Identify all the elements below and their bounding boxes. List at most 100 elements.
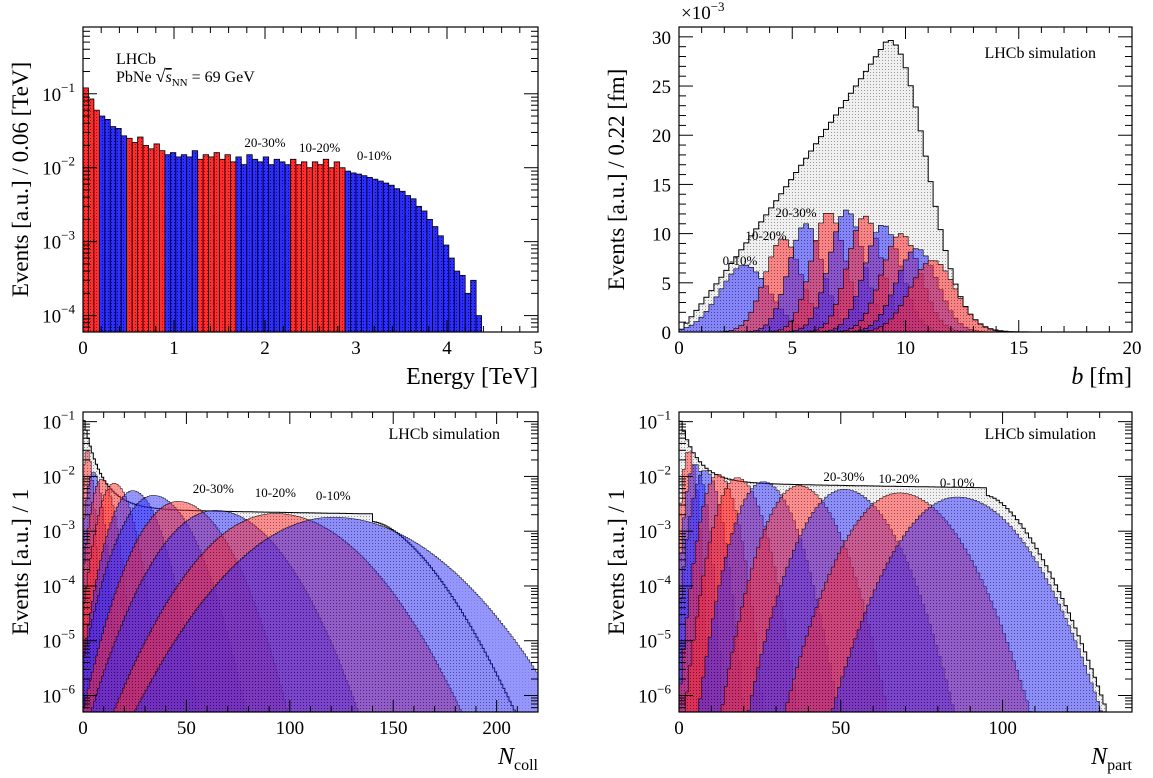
experiment-label: LHCb (116, 51, 156, 68)
y-tick-label: 10−1 (42, 408, 75, 434)
centrality-label: 10-20% (255, 485, 296, 500)
x-tick-label: 4 (442, 338, 452, 359)
energy-bar (300, 161, 308, 332)
x-tick-label: 50 (177, 718, 196, 739)
energy-bar (186, 156, 193, 332)
simulation-label: LHCb simulation (984, 45, 1096, 62)
energy-bar (453, 270, 461, 332)
npart-histograms (679, 420, 1132, 712)
energy-bar (257, 161, 264, 332)
energy-bar (98, 115, 106, 332)
energy-bar (470, 279, 477, 332)
energy-bar (148, 148, 155, 332)
energy-bar (432, 226, 439, 332)
energy-bar (437, 235, 444, 332)
x-tick-label: 100 (988, 718, 1017, 739)
energy-bar (399, 190, 406, 332)
x-tick-label: 0 (78, 338, 88, 359)
energy-bar (442, 244, 450, 332)
y-tick-label: 10−5 (638, 627, 671, 653)
energy-bar (464, 292, 472, 332)
ncoll-histograms (83, 420, 538, 712)
energy-bars (83, 87, 482, 332)
energy-bar (371, 178, 379, 332)
energy-bar (219, 158, 226, 332)
y-tick-label: 25 (652, 77, 671, 98)
energy-bar (355, 173, 362, 332)
centrality-label: 0-10% (357, 148, 392, 163)
y-tick-label: 10−2 (42, 462, 75, 488)
energy-bar (311, 161, 319, 332)
x-tick-label: 20 (1123, 338, 1142, 359)
energy-bar (415, 205, 422, 332)
energy-bar (426, 218, 433, 332)
energy-bar (361, 175, 368, 332)
energy-bar (279, 161, 286, 332)
centrality-label: 20-30% (193, 481, 234, 496)
energy-bar (175, 156, 182, 332)
energy-bar (388, 184, 395, 332)
energy-bar (262, 156, 270, 332)
y-tick-label: 10−1 (638, 408, 671, 434)
energy-bar (273, 158, 280, 332)
x-tick-label: 0 (78, 718, 88, 739)
energy-bar (142, 145, 149, 332)
energy-bar (224, 154, 231, 332)
energy-bar (344, 170, 351, 332)
energy-bar (126, 137, 133, 332)
energy-bar (459, 274, 466, 332)
y-tick-label: 10−4 (42, 302, 75, 328)
centrality-label: 0-10% (940, 475, 975, 490)
energy-bar (290, 158, 297, 332)
energy-bar (306, 167, 313, 332)
system-label: PbNe √sNN = 69 GeV (116, 66, 255, 89)
y-tick-label: 30 (652, 28, 671, 49)
energy-bar (213, 152, 220, 332)
energy-bar (120, 135, 128, 332)
x-tick-label: 200 (482, 718, 511, 739)
energy-bar (322, 158, 330, 332)
x-axis-label: Npart (1090, 744, 1132, 774)
x-tick-label: 50 (831, 718, 850, 739)
y-tick-label: 5 (662, 274, 672, 295)
y-tick-label: 15 (652, 175, 671, 196)
x-axis-label: Ncoll (497, 744, 539, 774)
energy-bar (164, 154, 171, 332)
y-tick-label: 10 (652, 225, 671, 246)
energy-bar (230, 161, 237, 332)
x-tick-label: 1 (169, 338, 179, 359)
energy-bar (421, 210, 428, 332)
x-tick-label: 150 (379, 718, 408, 739)
energy-bar (475, 315, 482, 332)
centrality-class-distribution (83, 516, 538, 712)
simulation-label: LHCb simulation (388, 426, 500, 443)
energy-bar (153, 143, 160, 332)
x-tick-label: 3 (351, 338, 361, 359)
energy-bar (328, 167, 335, 332)
energy-bar (131, 141, 138, 332)
x-tick-label: 15 (1009, 338, 1028, 359)
centrality-label: 20-30% (775, 205, 816, 220)
x-tick-label: 2 (260, 338, 270, 359)
npart-panel: 0 50 100 10−1 10−2 10−3 10−4 10−5 10−6 Events [a.… (604, 408, 1133, 774)
energy-bar (202, 154, 209, 332)
ncoll-panel: 0 50 100 150 200 10−1 10−2 10−3 10−4 10−5 10−6 Even… (8, 408, 539, 774)
y-tick-label: 20 (652, 126, 671, 147)
y-tick-label: 10−6 (42, 682, 75, 708)
y-tick-label: 10−3 (42, 228, 75, 254)
y-tick-label: 10−3 (42, 517, 75, 543)
energy-panel: 0 1 2 3 4 5 10−1 10−2 10−3 10−4 Events [a.u.] / 0.… (8, 26, 543, 390)
energy-bar (208, 156, 215, 332)
energy-bar (382, 182, 390, 332)
x-tick-label: 0 (674, 338, 684, 359)
y-axis-label: Events [a.u.] / 0.06 [TeV] (8, 62, 33, 297)
simulation-label: LHCb simulation (984, 426, 1096, 443)
x-tick-label: 10 (896, 338, 915, 359)
energy-bar (197, 158, 204, 332)
energy-bar (268, 164, 275, 332)
energy-bar (104, 119, 111, 332)
y-axis-label: Events [a.u.] / 0.22 [fm] (604, 69, 629, 291)
y-tick-label: 10−4 (638, 572, 671, 598)
energy-bar (284, 164, 291, 332)
energy-bar (339, 167, 346, 332)
